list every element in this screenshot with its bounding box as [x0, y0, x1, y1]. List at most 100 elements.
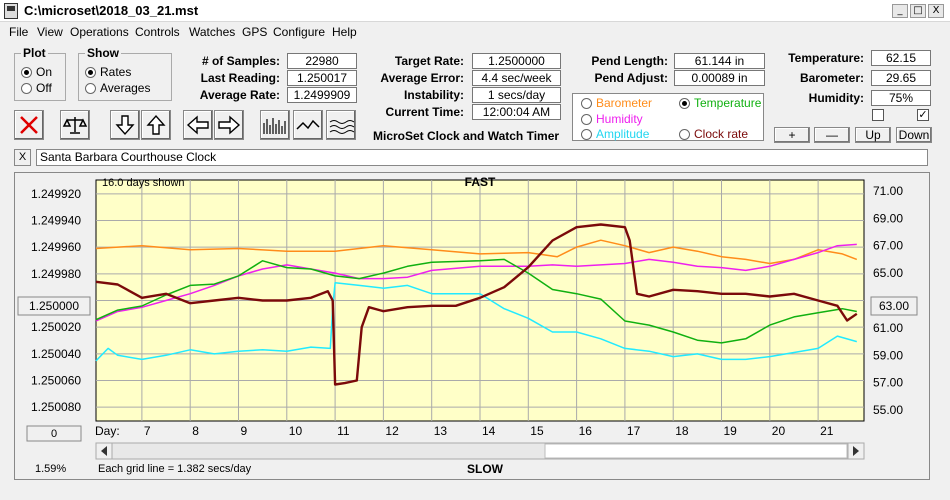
- arrow-up-button[interactable]: [141, 110, 171, 140]
- y-right-tick-label: 71.00: [873, 184, 903, 198]
- title-bar: C:\microset\2018_03_21.mst _ □ X: [0, 0, 950, 22]
- x-tick-label: 13: [434, 424, 448, 438]
- arrow-right-button[interactable]: [214, 110, 244, 140]
- series-line-clock-rate: [95, 223, 858, 386]
- humidity-checkbox-2[interactable]: ✓: [917, 109, 929, 121]
- series-line-humidity: [95, 243, 857, 322]
- series-barometer-radio[interactable]: Barometer: [581, 96, 652, 110]
- percent-label: 1.59%: [35, 463, 66, 475]
- menu-file[interactable]: File: [9, 25, 29, 39]
- x-tick-label: 18: [675, 424, 689, 438]
- slow-label: SLOW: [467, 462, 504, 476]
- show-group-title: Show: [85, 46, 121, 60]
- current-time-field: 12:00:04 AM: [472, 104, 561, 120]
- arrow-down-button[interactable]: [110, 110, 140, 140]
- x-tick-label: 20: [772, 424, 786, 438]
- wave-lines-icon: [329, 120, 354, 134]
- menu-controls[interactable]: Controls: [135, 25, 180, 39]
- show-averages-radio[interactable]: Averages: [85, 81, 150, 95]
- plot-series-selector: Barometer Temperature Humidity Amplitude…: [572, 93, 764, 141]
- scroll-right-arrow-icon: [853, 446, 859, 456]
- radio-selected-icon: [21, 66, 32, 78]
- scale-plus-button[interactable]: +: [774, 127, 810, 143]
- menu-view[interactable]: View: [37, 25, 63, 39]
- barometer-label: Barometer:: [799, 71, 864, 85]
- scroll-thumb[interactable]: [544, 443, 848, 459]
- menu-watches[interactable]: Watches: [189, 25, 236, 39]
- series-line-barometer: [95, 239, 858, 265]
- y-left-tick-label: 1.250020: [31, 320, 81, 334]
- average-rate-field: 1.2499909: [287, 87, 357, 103]
- y-left-tick-label: 1.249980: [31, 267, 81, 281]
- scale-up-button[interactable]: Up: [855, 127, 891, 143]
- x-tick-label: 19: [724, 424, 738, 438]
- y-right-tick-label: 67.00: [873, 239, 903, 253]
- radio-empty-icon: [581, 97, 592, 109]
- radio-empty-icon: [85, 82, 96, 94]
- scale-down-button[interactable]: Down: [896, 127, 932, 143]
- zero-button[interactable]: [26, 425, 82, 442]
- menu-help[interactable]: Help: [332, 25, 357, 39]
- show-group: Show Rates Averages: [78, 46, 172, 101]
- fast-label: FAST: [465, 175, 496, 189]
- show-rates-radio[interactable]: Rates: [85, 65, 131, 79]
- app-icon: [4, 3, 18, 19]
- clock-name-field[interactable]: Santa Barbara Courthouse Clock: [36, 149, 928, 166]
- y-left-tick-label: 1.249960: [31, 240, 81, 254]
- menu-configure[interactable]: Configure: [273, 25, 326, 39]
- x-tick-label: 12: [385, 424, 399, 438]
- y-left-tick-label: 1.249940: [31, 214, 81, 228]
- day-axis-label: Day:: [95, 424, 120, 438]
- app-heading: MicroSet Clock and Watch Timer: [373, 129, 560, 143]
- line-view-button[interactable]: [293, 110, 323, 140]
- temperature-label: Temperature:: [788, 51, 864, 65]
- menu-gps[interactable]: GPS: [242, 25, 268, 39]
- plot-on-radio[interactable]: On: [21, 65, 52, 79]
- y-right-tick-label: 61.00: [873, 321, 903, 335]
- arrow-left-button[interactable]: [183, 110, 213, 140]
- minimize-button[interactable]: _: [892, 4, 908, 18]
- balance-scale-icon: [62, 117, 88, 134]
- x-tick-label: 7: [144, 424, 151, 438]
- pend-length-field: 61.144 in: [674, 53, 765, 69]
- radio-empty-icon: [581, 113, 592, 125]
- humidity-checkbox-1[interactable]: [872, 109, 884, 121]
- instability-field: 1 secs/day: [472, 87, 561, 103]
- arrow-right-icon: [218, 115, 241, 135]
- days-shown-label: 16.0 days shown: [102, 177, 185, 189]
- last-reading-label: Last Reading:: [200, 71, 280, 85]
- scale-minus-button[interactable]: —: [814, 127, 850, 143]
- red-x-icon: [20, 116, 38, 134]
- chart-panel: 1.249920 1.249940 1.249960 1.249980 1.250020…: [14, 172, 930, 480]
- series-clock-rate-radio[interactable]: Clock rate: [679, 127, 748, 141]
- barometer-field: 29.65: [871, 70, 931, 86]
- close-button[interactable]: X: [928, 4, 944, 18]
- clock-name-close-button[interactable]: X: [14, 149, 31, 166]
- balance-button[interactable]: [60, 110, 90, 140]
- radio-empty-icon: [679, 128, 690, 140]
- average-error-label: Average Error:: [380, 71, 464, 85]
- stop-button[interactable]: [14, 110, 44, 140]
- average-rate-label: Average Rate:: [199, 88, 280, 102]
- right-reference-value: 63.00: [879, 299, 909, 313]
- left-reference-button[interactable]: [17, 296, 91, 316]
- pend-adjust-field: 0.00089 in: [674, 70, 765, 86]
- smooth-view-button[interactable]: [326, 110, 356, 140]
- series-temperature-radio[interactable]: Temperature: [679, 96, 761, 110]
- current-time-label: Current Time:: [385, 105, 464, 119]
- menu-operations[interactable]: Operations: [70, 25, 129, 39]
- plot-off-radio[interactable]: Off: [21, 81, 52, 95]
- x-tick-label: 10: [289, 424, 303, 438]
- maximize-button[interactable]: □: [910, 4, 926, 18]
- series-amplitude-radio[interactable]: Amplitude: [581, 127, 649, 141]
- x-tick-label: 11: [337, 424, 350, 438]
- x-tick-label: 16: [579, 424, 593, 438]
- series-humidity-radio[interactable]: Humidity: [581, 112, 643, 126]
- y-left-tick-label: 1.249920: [31, 187, 81, 201]
- right-reference-button[interactable]: [870, 296, 918, 316]
- series-line-temperature: [95, 258, 857, 344]
- bars-view-button[interactable]: [260, 110, 290, 140]
- x-tick-label: 21: [820, 424, 834, 438]
- window-title: C:\microset\2018_03_21.mst: [24, 3, 199, 18]
- x-tick-label: 9: [240, 424, 247, 438]
